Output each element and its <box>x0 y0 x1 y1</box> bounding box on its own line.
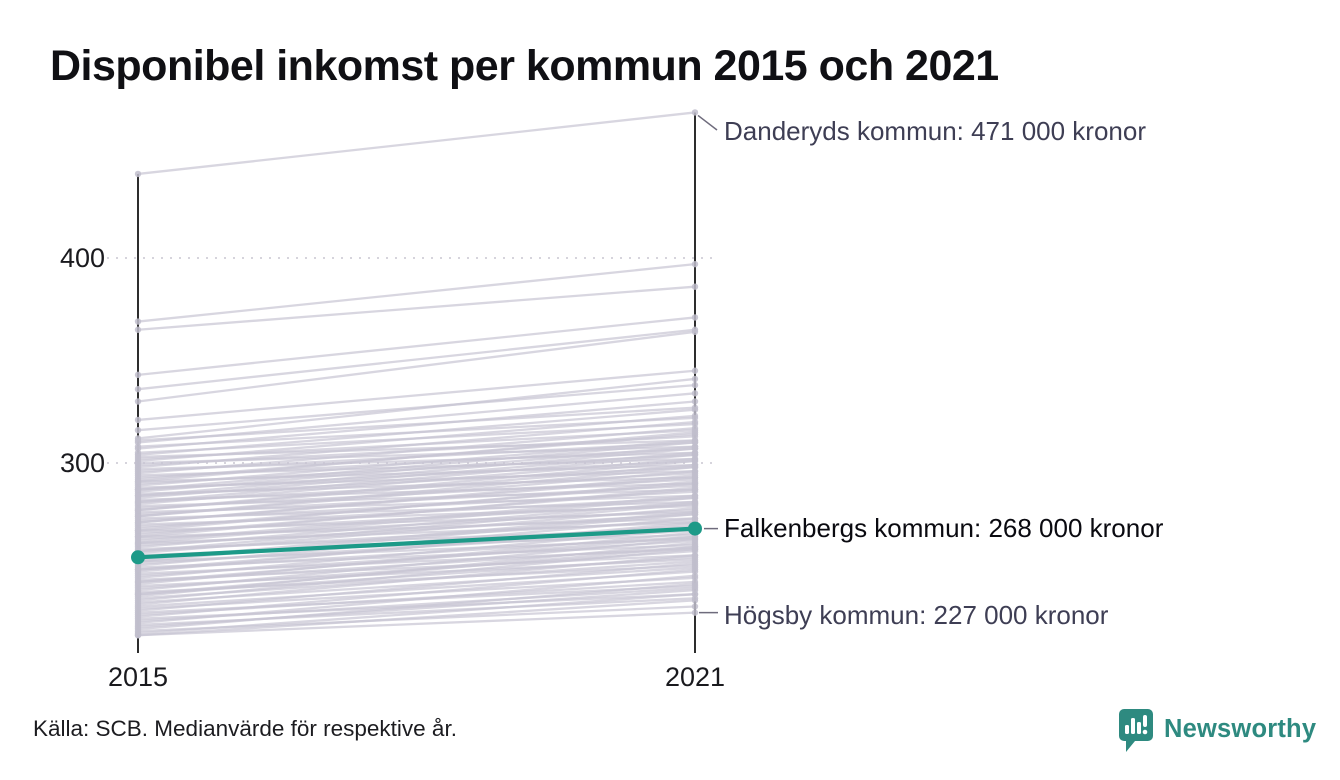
y-axis-tick-label-400: 400 <box>59 243 105 273</box>
newsworthy-logo: Newsworthy <box>1117 707 1316 755</box>
highlight-line <box>131 521 702 565</box>
annotation-falkenberg: Falkenbergs kommun: 268 000 kronor <box>724 513 1164 543</box>
x-axis-label-2021: 2021 <box>664 662 726 692</box>
chart-title: Disponibel inkomst per kommun 2015 och 2… <box>50 42 999 90</box>
source-note: Källa: SCB. Medianvärde för respektive å… <box>33 716 457 741</box>
annotation-danderyd: Danderyds kommun: 471 000 kronor <box>724 116 1147 146</box>
background-lines <box>137 111 696 637</box>
newsworthy-wordmark: Newsworthy <box>1164 715 1317 743</box>
annotation-hogsby: Högsby kommun: 227 000 kronor <box>724 600 1109 630</box>
y-axis-tick-label-300: 300 <box>59 448 105 478</box>
newsworthy-speech-bubble-chart-icon <box>1119 709 1153 752</box>
x-axis-label-2015: 2015 <box>107 662 169 692</box>
annotation-connectors <box>697 114 718 614</box>
